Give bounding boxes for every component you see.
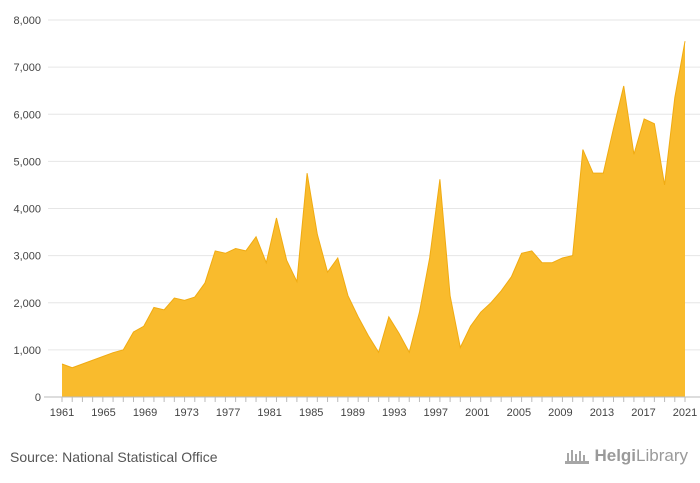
x-tick-label: 1965 [91,407,115,419]
grid-lines [48,19,700,351]
axes [44,396,700,402]
y-tick-label: 8,000 [13,15,41,27]
series-line [61,41,686,369]
logo-text-helgi: Helgi [594,446,637,465]
x-tick-label: 1997 [424,407,448,419]
y-tick-label: 7,000 [13,62,41,74]
x-tick-label: 2021 [673,407,697,419]
logo-text-library: Library [636,446,688,465]
y-tick-label: 1,000 [13,345,41,357]
y-tick-label: 3,000 [13,251,41,263]
y-tick-label: 0 [35,392,41,404]
x-tick-label: 2009 [548,407,572,419]
x-tick-label: 1981 [257,407,281,419]
x-tick-label: 1993 [382,407,406,419]
y-tick-label: 4,000 [13,204,41,216]
x-tick-label: 2017 [631,407,655,419]
area-chart: 0 1,000 2,000 3,000 4,000 5,000 6,000 7,000 8,00… [13,15,700,419]
area-series [61,41,686,398]
area-fill [62,41,685,398]
x-tick-label: 1977 [216,407,240,419]
x-tick-label: 1989 [340,407,364,419]
x-tick-label: 1969 [133,407,157,419]
x-axis-tick-labels: 1961 1965 1969 1973 1977 1981 1985 1989 1993 1997… [50,407,697,419]
x-tick-label: 1961 [50,407,74,419]
library-building-icon [565,450,590,464]
x-tick-label: 1985 [299,407,323,419]
x-tick-label: 1973 [174,407,198,419]
helgi-library-logo[interactable]: Helgi Library [564,446,688,466]
y-tick-label: 6,000 [13,109,41,121]
y-axis-tick-labels: 0 1,000 2,000 3,000 4,000 5,000 6,000 7,000 8,00… [13,15,41,404]
source-note: Source: National Statistical Office [10,449,218,465]
x-tick-label: 2013 [590,407,614,419]
x-tick-label: 2005 [507,407,531,419]
y-tick-label: 2,000 [13,298,41,310]
x-tick-label: 2001 [465,407,489,419]
y-tick-label: 5,000 [13,156,41,168]
